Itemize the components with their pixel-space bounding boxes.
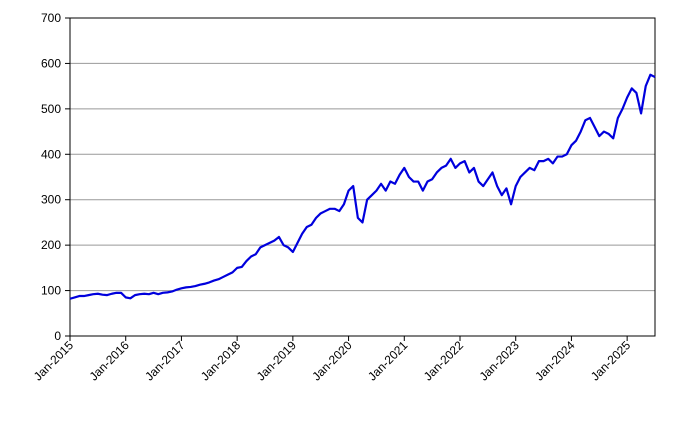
x-tick-label: Jan-2025 (588, 338, 634, 384)
y-tick-label: 600 (41, 56, 61, 70)
y-tick-label: 0 (54, 329, 61, 343)
line-series (69, 73, 656, 300)
x-tick-label: Jan-2022 (421, 338, 467, 384)
x-tick-label: Jan-2015 (31, 338, 77, 384)
x-tick-label: Jan-2023 (477, 338, 523, 384)
x-tick-label: Jan-2016 (87, 338, 133, 384)
x-tick-label: Jan-2021 (365, 338, 411, 384)
x-tick-label: Jan-2020 (309, 338, 355, 384)
x-tick-label: Jan-2019 (254, 338, 300, 384)
y-tick-label: 300 (41, 193, 61, 207)
y-tick-label: 700 (41, 11, 61, 25)
y-tick-label: 200 (41, 238, 61, 252)
plot-frame (69, 17, 656, 337)
x-tick-label: Jan-2024 (532, 338, 578, 384)
y-tick-label: 100 (41, 284, 61, 298)
y-tick-label: 400 (41, 147, 61, 161)
x-tick-label: Jan-2017 (142, 338, 188, 384)
x-tick-label: Jan-2018 (198, 338, 244, 384)
y-tick-label: 500 (41, 102, 61, 116)
